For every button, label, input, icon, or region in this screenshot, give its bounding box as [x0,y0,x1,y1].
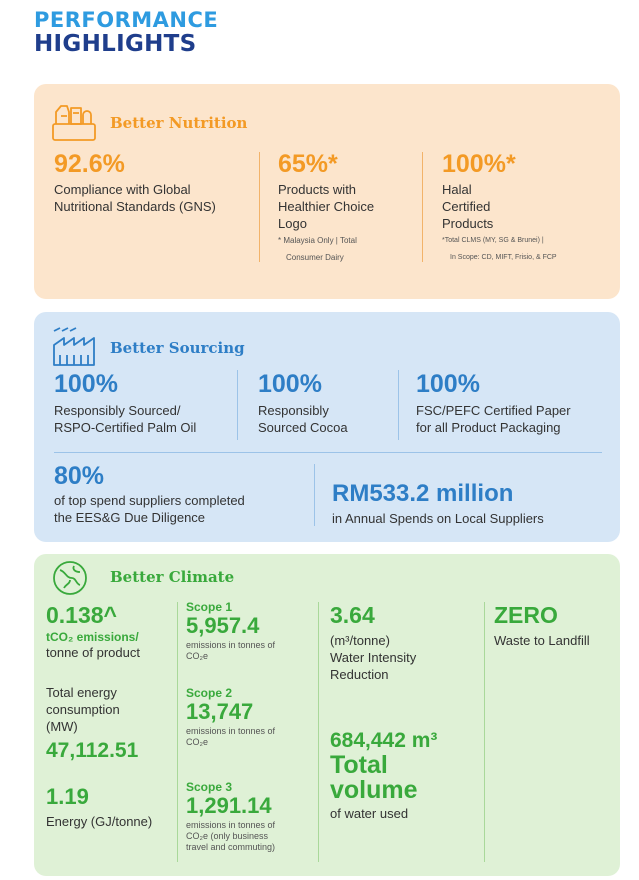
stat-desc-line: Nutritional Standards (GNS) [54,199,216,214]
scope-desc-line: CO₂e [186,651,208,661]
sourcing-title: Better Sourcing [110,339,245,357]
nutrition-stat-halal: 100%* Halal Certified Products *Total CL… [442,152,617,266]
page-heading: PERFORMANCE HIGHLIGHTS [34,10,218,56]
stat-desc-line: Water Intensity [330,650,417,665]
stat-desc-line: Halal [442,182,472,197]
scope-label: Scope 1 [186,600,233,614]
scope-desc-line: emissions in tonnes of [186,820,276,830]
climate-scope-3: Scope 3 1,291.14 emissions in tonnes of … [186,780,311,853]
sourcing-stat-local-spend: RM533.2 million in Annual Spends on Loca… [332,482,617,527]
stat-unit: tCO₂ emissions/ [46,630,139,644]
stat-desc-line: Logo [278,216,307,231]
scope-value: 5,957.4 [186,613,260,638]
sourcing-stat-palm-oil: 100% Responsibly Sourced/ RSPO-Certified… [54,372,249,436]
stat-note: * Malaysia Only | Total [278,236,357,245]
stat-desc-line: Products [442,216,494,231]
stat-desc-line: Waste to Landfill [494,633,590,648]
stat-desc-line: Healthier Choice [278,199,375,214]
sourcing-stat-suppliers: 80% of top spend suppliers completed the… [54,464,324,526]
divider [177,602,178,862]
better-nutrition-panel: Better Nutrition 92.6% Compliance with G… [34,84,620,299]
divider [318,602,319,862]
stat-desc-line: Reduction [330,667,389,682]
stat-desc-line: in Annual Spends on Local Suppliers [332,511,544,526]
globe-leaf-icon [53,561,87,595]
scope-desc-line: CO₂e [186,737,208,747]
climate-stat-waste: ZERO Waste to Landfill [494,604,619,649]
stat-desc-line: Energy (GJ/tonne) [46,814,153,829]
divider [422,152,423,262]
climate-stat-water-intensity: 3.64 (m³/tonne) Water Intensity Reductio… [330,604,480,683]
divider [237,370,238,440]
stat-desc-line: Total energy [46,685,117,700]
climate-stat-water-volume: 684,442 m³ Total volume of water used [330,730,490,822]
stat-desc-line: consumption [46,702,120,717]
stat-value: 1.19 [46,784,89,809]
stat-value: RM533.2 million [332,480,514,507]
scope-value: 13,747 [186,699,254,724]
heading-line-2: HIGHLIGHTS [34,31,197,57]
climate-scope-2: Scope 2 13,747 emissions in tonnes of CO… [186,686,311,748]
stat-value: 47,112.51 [46,739,139,762]
scope-label: Scope 2 [186,686,233,700]
divider [484,602,485,862]
stat-desc-line: Certified [442,199,491,214]
stat-value: 65%* [278,150,338,178]
stat-value: 92.6% [54,150,125,178]
climate-title: Better Climate [110,568,235,586]
scope-desc-line: emissions in tonnes of [186,726,276,736]
stat-desc-line: RSPO-Certified Palm Oil [54,420,197,435]
sourcing-stat-paper: 100% FSC/PEFC Certified Paper for all Pr… [416,372,616,436]
nutrition-stat-healthier-choice: 65%* Products with Healthier Choice Logo… [278,152,428,266]
heading-line-1: PERFORMANCE [34,8,219,32]
factory-icon [53,327,95,366]
stat-desc-line: Responsibly Sourced/ [54,403,181,418]
stat-value: 100% [54,370,118,398]
stat-unit-line: tonne of product [46,645,140,660]
stat-value: 100%* [442,150,516,178]
stat-desc-line: Sourced Cocoa [258,420,348,435]
sourcing-stat-cocoa: 100% Responsibly Sourced Cocoa [258,372,398,436]
horizontal-divider [54,452,602,453]
scope-value: 1,291.14 [186,793,272,818]
stat-value: ZERO [494,602,558,628]
stat-value: 100% [416,370,480,398]
stat-desc-line: Compliance with Global [54,182,191,197]
stat-heading-line: Total [330,751,388,779]
stat-desc-line: Responsibly [258,403,329,418]
stat-value: 684,442 m³ [330,729,438,752]
stat-desc-line: (MW) [46,719,78,734]
stat-note: In Scope: CD, MIFT, Frisio, & FCP [450,254,557,261]
climate-stat-energy-intensity: 1.19 Energy (GJ/tonne) [46,786,176,830]
stat-value: 80% [54,462,105,490]
stat-desc-line: Products with [278,182,357,197]
climate-stat-energy-consumption: Total energy consumption (MW) 47,112.51 [46,684,176,761]
stat-note: *Total CLMS (MY, SG & Brunei) | [442,237,544,244]
divider [259,152,260,262]
stat-desc-line: (m³/tonne) [330,633,390,648]
climate-stat-emissions: 0.138^ tCO₂ emissions/ tonne of product [46,604,176,661]
stat-desc-line: for all Product Packaging [416,420,561,435]
stat-value: 100% [258,370,322,398]
better-sourcing-panel: Better Sourcing 100% Responsibly Sourced… [34,312,620,542]
stat-value: 0.138^ [46,602,117,628]
better-climate-panel: Better Climate 0.138^ tCO₂ emissions/ to… [34,554,620,876]
stat-desc-line: FSC/PEFC Certified Paper [416,403,571,418]
divider [398,370,399,440]
stat-desc-line: of top spend suppliers completed [54,493,245,508]
divider [314,464,315,526]
food-products-icon [52,105,96,141]
climate-scope-1: Scope 1 5,957.4 emissions in tonnes of C… [186,600,311,662]
stat-heading-line: volume [330,776,418,804]
stat-desc-line: the EES&G Due Diligence [54,510,206,525]
nutrition-title: Better Nutrition [110,114,248,132]
scope-label: Scope 3 [186,780,233,794]
stat-value: 3.64 [330,602,375,628]
scope-desc-line: CO₂e (only business [186,831,269,841]
stat-desc-line: of water used [330,806,409,821]
scope-desc-line: travel and commuting) [186,842,276,852]
nutrition-stat-gns: 92.6% Compliance with Global Nutritional… [54,152,264,215]
stat-note: Consumer Dairy [286,253,344,262]
scope-desc-line: emissions in tonnes of [186,640,276,650]
